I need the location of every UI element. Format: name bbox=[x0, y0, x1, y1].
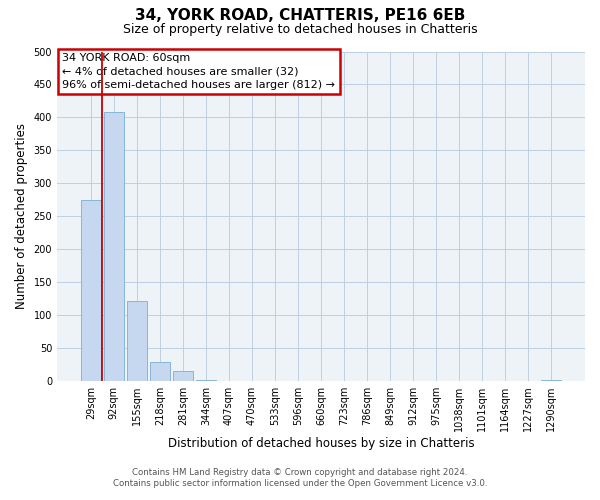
Bar bbox=[196, 380, 216, 381]
Bar bbox=[81, 200, 101, 381]
Bar bbox=[173, 371, 193, 381]
Text: 34 YORK ROAD: 60sqm
← 4% of detached houses are smaller (32)
96% of semi-detache: 34 YORK ROAD: 60sqm ← 4% of detached hou… bbox=[62, 53, 335, 90]
Bar bbox=[150, 362, 170, 381]
Bar bbox=[541, 380, 561, 381]
Text: Size of property relative to detached houses in Chatteris: Size of property relative to detached ho… bbox=[122, 22, 478, 36]
Bar bbox=[127, 300, 146, 381]
Text: 34, YORK ROAD, CHATTERIS, PE16 6EB: 34, YORK ROAD, CHATTERIS, PE16 6EB bbox=[135, 8, 465, 22]
Text: Contains HM Land Registry data © Crown copyright and database right 2024.
Contai: Contains HM Land Registry data © Crown c… bbox=[113, 468, 487, 487]
Bar bbox=[104, 112, 124, 381]
X-axis label: Distribution of detached houses by size in Chatteris: Distribution of detached houses by size … bbox=[168, 437, 475, 450]
Y-axis label: Number of detached properties: Number of detached properties bbox=[15, 123, 28, 309]
